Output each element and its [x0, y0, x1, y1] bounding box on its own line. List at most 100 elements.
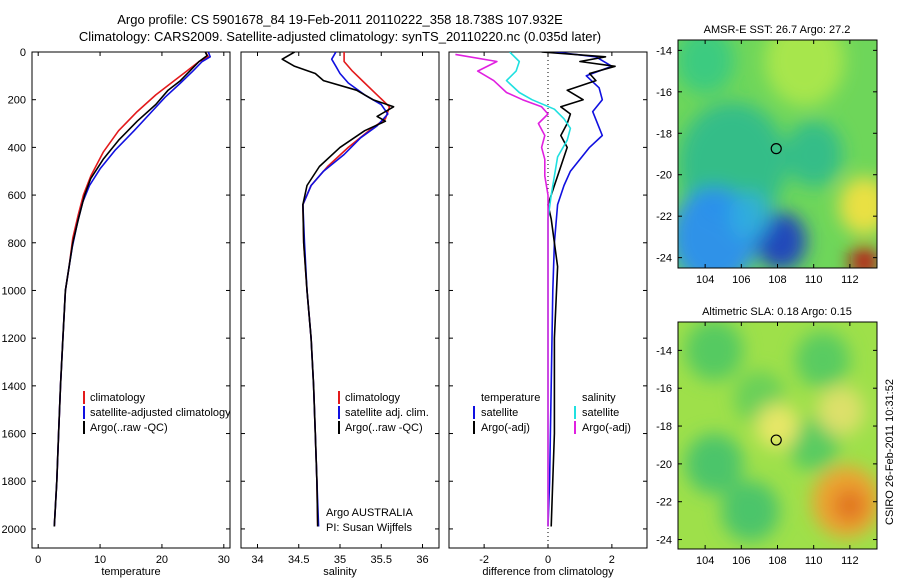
sst-lat-label--18: -18	[656, 128, 672, 140]
depth-tick-label-1400: 1400	[2, 381, 26, 393]
salinity-series-group	[281, 52, 395, 527]
depth-tick-label-0: 0	[20, 47, 26, 59]
sla-lat-label--22: -22	[656, 497, 672, 509]
salinity-legend-item-3: Argo(..raw -QC)	[345, 422, 423, 434]
sla-field-blob-7	[817, 386, 865, 436]
temperature-xtick-label-0: 0	[35, 554, 41, 566]
depth-tick-label-600: 600	[8, 190, 26, 202]
sst-lat-label--20: -20	[656, 170, 672, 182]
sst-lat-label--16: -16	[656, 87, 672, 99]
diff-legend-temperature-title: temperature	[481, 392, 540, 404]
diff-legend-temp-satellite: satellite	[481, 407, 518, 419]
title-line-2: Climatology: CARS2009. Satellite-adjuste…	[79, 29, 601, 44]
temperature-line-argo-raw-qc	[53, 52, 208, 527]
sst-field-blobs	[678, 40, 877, 268]
sla-field-blob-6	[755, 403, 800, 449]
temperature-axes-box	[31, 51, 231, 549]
title-line-1: Argo profile: CS 5901678_84 19-Feb-2011 …	[117, 12, 563, 27]
depth-tick-label-2000: 2000	[2, 524, 26, 536]
depth-tick-label-800: 800	[8, 238, 26, 250]
diff-legend-sal-satellite: satellite	[582, 407, 619, 419]
sst-field-blob-0	[764, 40, 845, 107]
temperature-xtick-label-3: 30	[218, 554, 230, 566]
temperature-line-satellite-adjusted-climatology	[53, 52, 211, 527]
temperature-xtick-label-2: 20	[156, 554, 168, 566]
sla-lat-label--20: -20	[656, 459, 672, 471]
sla-lon-label-106: 106	[732, 555, 750, 567]
sst-lon-label-110: 110	[805, 274, 823, 286]
sla-lat-label--14: -14	[656, 345, 672, 357]
sla-field-blob-3	[685, 433, 744, 495]
sla-field	[678, 322, 877, 549]
sla-field-blob-1	[795, 331, 850, 389]
salinity-legend-item-2: satellite adj. clim.	[345, 407, 429, 419]
salinity-panel: salinity climatology satellite adj. clim…	[240, 51, 440, 578]
sla-argo-location-marker	[770, 434, 782, 446]
sst-field-blob-6	[728, 191, 773, 242]
sla-lat-label--24: -24	[656, 535, 672, 547]
difference-series-group	[455, 52, 616, 527]
sst-field-blob-3	[784, 120, 843, 188]
sla-lon-label-108: 108	[768, 555, 786, 567]
csiro-timestamp: CSIRO 26-Feb-2011 10:31:52	[884, 379, 896, 525]
sst-field-blob-7	[839, 176, 877, 235]
sla-field-blobs	[685, 322, 877, 542]
salinity-xtick-label-4: 36	[416, 554, 428, 566]
difference-line-temperature-satellite	[547, 52, 613, 527]
temperature-line-climatology	[53, 52, 210, 527]
salinity-xtick-label-2: 35	[334, 554, 346, 566]
sst-map-title: AMSR-E SST: 26.7 Argo: 27.2	[704, 24, 851, 36]
depth-tick-label-1800: 1800	[2, 476, 26, 488]
depth-tick-label-400: 400	[8, 142, 26, 154]
depth-tick-label-200: 200	[8, 95, 26, 107]
sla-lon-label-104: 104	[696, 555, 714, 567]
salinity-axes-box	[240, 51, 440, 549]
diff-legend-salinity-title: salinity	[582, 392, 616, 404]
difference-xlabel: difference from climatology	[482, 566, 614, 578]
salinity-xtick-label-0: 34	[251, 554, 263, 566]
difference-panel: difference from climatology temperature …	[448, 51, 648, 578]
sst-lon-label-106: 106	[732, 274, 750, 286]
sst-lat-label--14: -14	[656, 45, 672, 57]
sst-lon-label-112: 112	[841, 274, 859, 286]
temperature-legend-item-2: satellite-adjusted climatology	[90, 407, 231, 419]
depth-tick-label-1200: 1200	[2, 333, 26, 345]
temperature-legend-item-1: climatology	[90, 392, 146, 404]
difference-xtick-label-0: -2	[479, 554, 489, 566]
sla-field-blob-5	[721, 480, 780, 542]
difference-xtick-label-2: 2	[609, 554, 615, 566]
salinity-xtick-label-1: 34.5	[288, 554, 309, 566]
sla-field-blob-0	[685, 322, 744, 381]
sst-lat-label--22: -22	[656, 211, 672, 223]
difference-line-salinity-argo-adj	[455, 53, 549, 527]
sst-lon-label-104: 104	[696, 274, 714, 286]
argo-australia-label: Argo AUSTRALIA	[326, 507, 413, 519]
difference-xtick-label-1: 0	[545, 554, 551, 566]
sst-field-blob-1	[678, 40, 735, 94]
sst-lat-label--24: -24	[656, 253, 672, 265]
temperature-series-group	[53, 52, 211, 527]
sla-lon-label-110: 110	[805, 555, 823, 567]
salinity-legend-item-1: climatology	[345, 392, 401, 404]
depth-tick-label-1600: 1600	[2, 429, 26, 441]
depth-tick-label-1000: 1000	[2, 285, 26, 297]
diff-legend-temp-argo: Argo(-adj)	[481, 422, 530, 434]
salinity-xtick-label-3: 35.5	[371, 554, 392, 566]
sst-field-blob-8	[849, 245, 877, 268]
salinity-line-argo-raw-qc	[281, 52, 395, 527]
temperature-panel: temperature climatology satellite-adjust…	[2, 47, 232, 578]
salinity-xlabel: salinity	[323, 566, 357, 578]
temperature-legend-item-3: Argo(..raw -QC)	[90, 422, 168, 434]
temperature-xtick-label-1: 10	[94, 554, 106, 566]
pi-label: PI: Susan Wijffels	[326, 522, 412, 534]
sst-argo-location-marker	[770, 143, 782, 155]
sla-lat-label--18: -18	[656, 421, 672, 433]
sst-lon-label-108: 108	[768, 274, 786, 286]
temperature-xlabel: temperature	[101, 566, 160, 578]
sla-map-title: Altimetric SLA: 0.18 Argo: 0.15	[702, 306, 852, 318]
sla-lon-label-112: 112	[841, 555, 859, 567]
sla-map-panel: Altimetric SLA: 0.18 Argo: 0.15 104 106 10…	[656, 306, 878, 567]
sla-field-blob-4	[788, 418, 840, 472]
sst-map-panel: AMSR-E SST: 26.7 Argo: 27.2 104 106 108 110…	[656, 24, 878, 286]
